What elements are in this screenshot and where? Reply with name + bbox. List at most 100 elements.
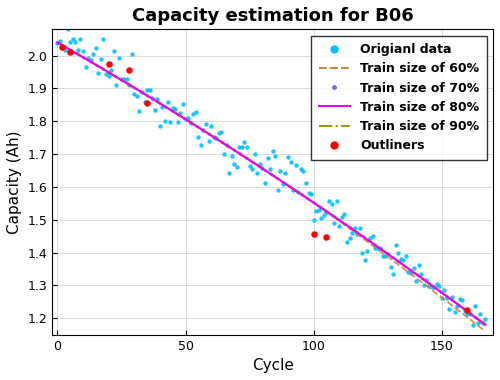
- Point: [128, 51, 136, 57]
- Point: [343, 239, 351, 245]
- Point: [228, 153, 235, 159]
- Point: [312, 207, 320, 214]
- Point: [410, 265, 418, 271]
- Point: [464, 307, 471, 314]
- Point: [138, 89, 146, 95]
- Point: [264, 155, 272, 161]
- Point: [353, 231, 361, 238]
- Point: [286, 159, 294, 165]
- Point: [464, 311, 471, 317]
- Point: [392, 242, 400, 248]
- Point: [358, 250, 366, 256]
- Point: [443, 295, 451, 301]
- Point: [322, 209, 330, 215]
- Point: [61, 47, 69, 53]
- Point: [471, 303, 479, 309]
- Point: [164, 99, 172, 105]
- Point: [115, 55, 123, 61]
- Point: [86, 57, 94, 63]
- Point: [297, 166, 305, 172]
- Point: [243, 144, 251, 150]
- Point: [110, 48, 118, 54]
- Point: [104, 73, 112, 79]
- Point: [84, 55, 92, 62]
- Point: [94, 70, 102, 76]
- Point: [204, 138, 212, 144]
- Point: [143, 87, 151, 93]
- Point: [407, 270, 415, 276]
- Point: [422, 277, 430, 283]
- Point: [420, 282, 428, 288]
- Point: [161, 118, 169, 124]
- Point: [364, 248, 372, 254]
- Point: [307, 191, 315, 197]
- Point: [456, 296, 464, 302]
- Point: [122, 76, 130, 82]
- Point: [133, 93, 141, 100]
- Point: [461, 308, 469, 314]
- Point: [310, 231, 318, 238]
- Point: [184, 115, 192, 121]
- Point: [328, 201, 336, 207]
- Point: [154, 96, 162, 102]
- Point: [371, 245, 379, 251]
- Point: [66, 39, 74, 45]
- Point: [254, 170, 262, 176]
- Point: [438, 295, 446, 301]
- Point: [266, 166, 274, 172]
- Point: [238, 144, 246, 150]
- Point: [258, 165, 266, 171]
- Point: [386, 264, 394, 270]
- Point: [212, 135, 220, 141]
- Point: [468, 323, 476, 329]
- Point: [350, 225, 358, 231]
- Point: [432, 281, 440, 287]
- Point: [376, 245, 384, 251]
- Point: [322, 234, 330, 240]
- Point: [428, 284, 436, 290]
- Point: [400, 257, 407, 263]
- Point: [366, 235, 374, 241]
- Point: [453, 303, 461, 309]
- Point: [186, 120, 194, 126]
- Point: [120, 76, 128, 82]
- Point: [236, 144, 244, 150]
- Point: [250, 151, 258, 157]
- Point: [435, 283, 443, 289]
- Title: Capacity estimation for B06: Capacity estimation for B06: [132, 7, 414, 25]
- Point: [79, 48, 87, 54]
- Point: [136, 108, 143, 114]
- Point: [430, 284, 438, 290]
- Point: [414, 262, 422, 268]
- Point: [271, 153, 279, 159]
- Point: [300, 168, 308, 174]
- Point: [332, 198, 340, 204]
- Point: [215, 130, 223, 136]
- Point: [58, 45, 66, 51]
- Point: [466, 311, 474, 317]
- Point: [482, 316, 490, 322]
- Point: [66, 49, 74, 55]
- Point: [240, 139, 248, 145]
- Point: [348, 230, 356, 236]
- Point: [140, 98, 148, 104]
- Point: [156, 122, 164, 128]
- Point: [166, 119, 174, 125]
- Point: [284, 154, 292, 160]
- Point: [89, 51, 97, 57]
- Point: [189, 111, 197, 117]
- Point: [448, 294, 456, 301]
- Point: [389, 271, 397, 277]
- Point: [143, 100, 151, 106]
- Point: [146, 87, 154, 93]
- Point: [458, 297, 466, 303]
- Point: [172, 106, 179, 112]
- Point: [292, 162, 300, 168]
- Point: [202, 121, 210, 127]
- Point: [256, 161, 264, 167]
- Point: [225, 169, 233, 176]
- Point: [72, 38, 80, 44]
- Point: [246, 163, 254, 169]
- X-axis label: Cycle: Cycle: [252, 358, 294, 373]
- Point: [425, 283, 433, 290]
